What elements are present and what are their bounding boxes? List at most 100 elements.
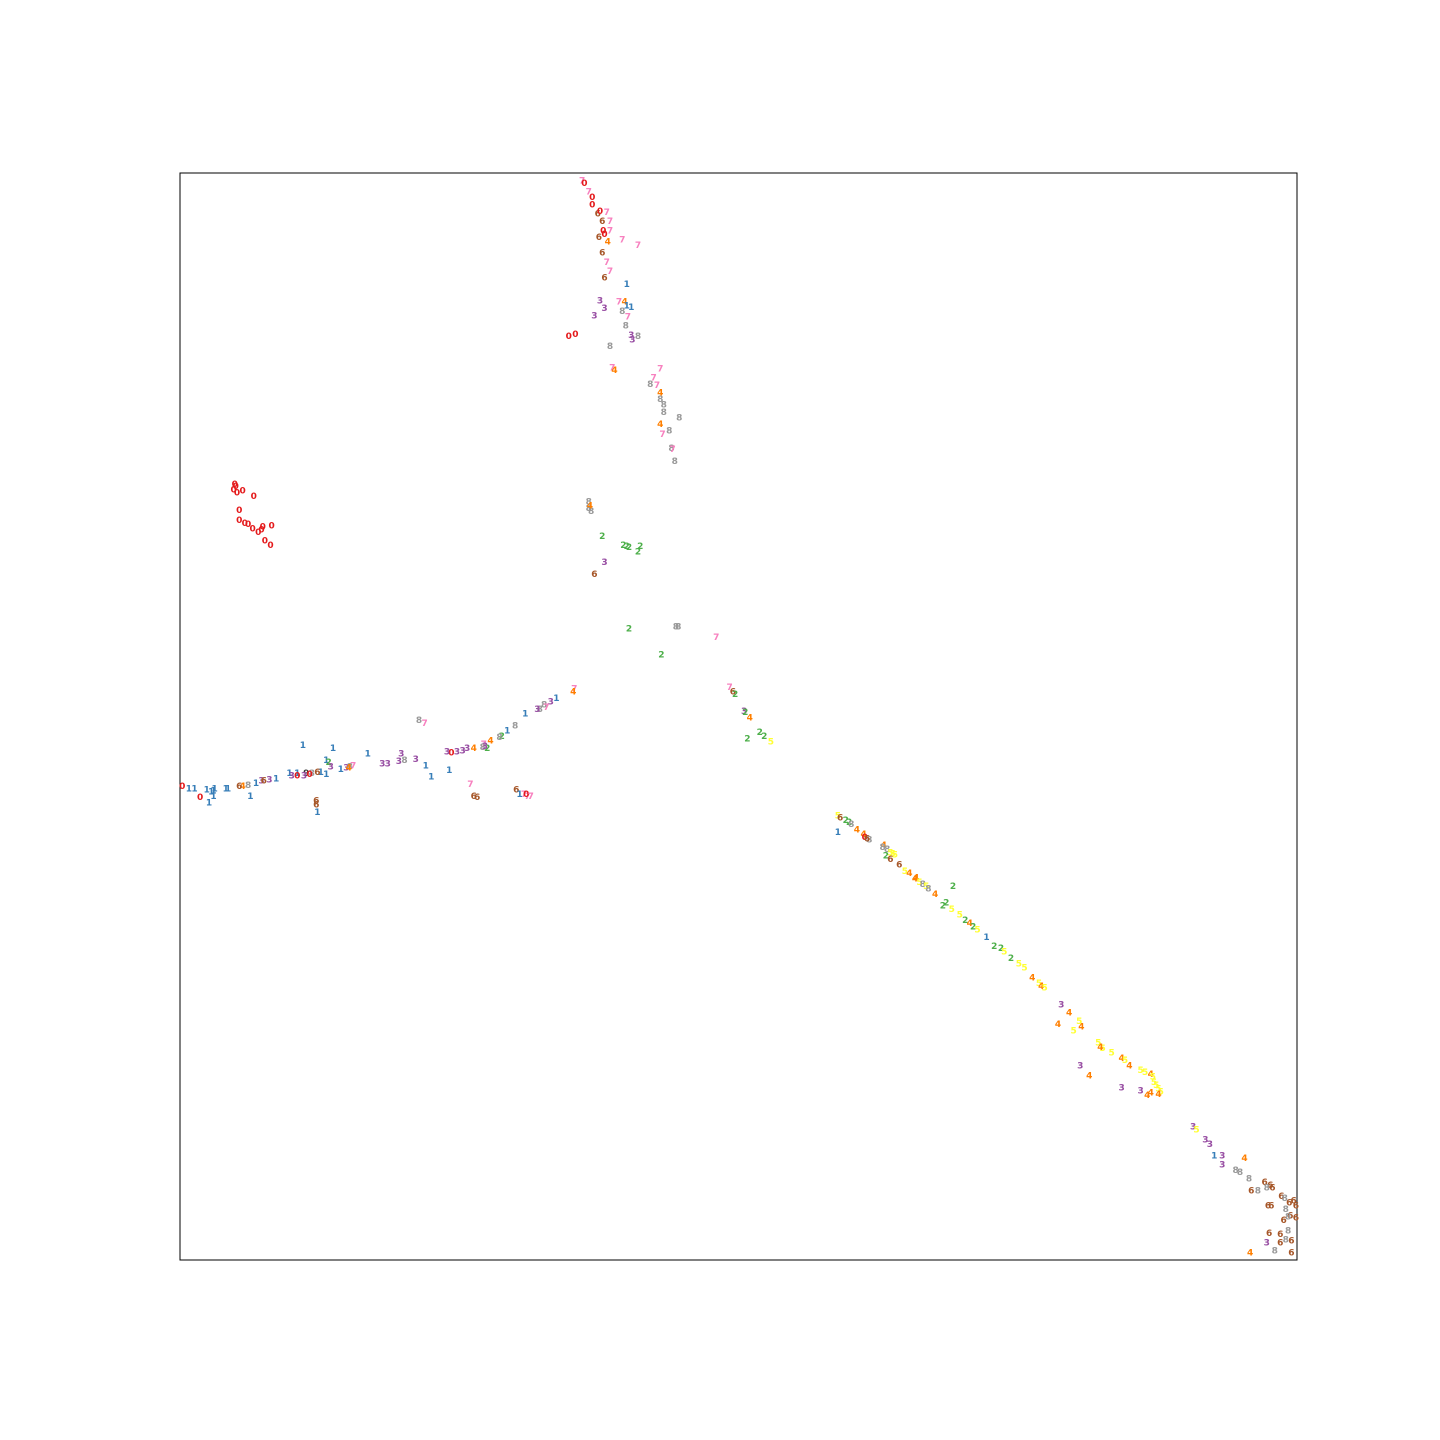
- point-label: 4: [570, 688, 576, 698]
- point-label: 0: [239, 487, 245, 497]
- point-label: 5: [1155, 1084, 1161, 1094]
- point-label: 2: [940, 902, 946, 912]
- point-label: 2: [991, 942, 997, 952]
- point-label: 4: [1118, 1054, 1124, 1064]
- point-label: 1: [423, 762, 429, 772]
- point-label: 8: [309, 769, 315, 779]
- point-label: 1: [247, 792, 253, 802]
- point-label: 2: [325, 758, 331, 768]
- point-label: 8: [541, 701, 547, 711]
- point-label: 6: [236, 782, 242, 792]
- point-label: 3: [258, 777, 264, 787]
- point-label: 2: [624, 542, 630, 552]
- point-label: 6: [1269, 1183, 1275, 1193]
- point-label: 9: [303, 769, 309, 779]
- point-label: 8: [619, 307, 625, 317]
- point-label: 4: [657, 389, 663, 399]
- point-label: 7: [586, 188, 592, 198]
- point-label: 7: [625, 313, 631, 323]
- point-label: 6: [474, 793, 480, 803]
- point-label: 2: [843, 816, 849, 826]
- point-label: 3: [1219, 1160, 1225, 1170]
- point-label: 8: [866, 835, 872, 845]
- point-label: 5: [1001, 947, 1007, 957]
- point-label: 1: [553, 694, 559, 704]
- point-label: 5: [957, 910, 963, 920]
- point-label: 3: [398, 750, 404, 760]
- point-label: 2: [744, 734, 750, 744]
- point-label: 0: [232, 480, 238, 490]
- point-label: 7: [350, 762, 356, 772]
- point-label: 8: [675, 622, 681, 632]
- point-label: 4: [860, 830, 866, 840]
- point-label: 3: [601, 304, 607, 314]
- point-label: 0: [600, 227, 606, 237]
- point-label: 6: [1267, 1181, 1273, 1191]
- point-label: 8: [586, 504, 592, 514]
- point-label: 4: [487, 737, 493, 747]
- point-label: 8: [512, 721, 518, 731]
- point-label: 4: [1029, 974, 1035, 984]
- point-label: 1: [330, 744, 336, 754]
- point-label: 1: [273, 775, 279, 785]
- point-label: 8: [1282, 1194, 1288, 1204]
- point-label: 3: [1137, 1087, 1143, 1097]
- point-label: 3: [266, 776, 272, 786]
- point-label: 5: [1021, 964, 1027, 974]
- point-label: 8: [245, 781, 251, 791]
- point-label: 8: [607, 342, 613, 352]
- point-label: 5: [949, 905, 955, 915]
- point-label: 7: [635, 241, 641, 251]
- point-label: 5: [892, 851, 898, 861]
- point-label: 2: [757, 728, 763, 738]
- point-label: 7: [654, 381, 660, 391]
- point-label: 3: [385, 759, 391, 769]
- point-label: 1: [1211, 1152, 1217, 1162]
- point-label: 6: [1266, 1229, 1272, 1239]
- point-label: 0: [255, 528, 261, 538]
- point-label: 7: [609, 364, 615, 374]
- point-label: 8: [586, 497, 592, 507]
- point-label: 3: [328, 763, 334, 773]
- point-label: 4: [881, 841, 887, 851]
- point-label: 3: [597, 296, 603, 306]
- point-label: 7: [467, 780, 473, 790]
- point-label: 8: [1232, 1166, 1238, 1176]
- point-label: 3: [289, 771, 295, 781]
- point-label: 5: [1153, 1081, 1159, 1091]
- point-label: 1: [428, 772, 434, 782]
- point-label: 2: [484, 744, 490, 754]
- point-label: 5: [1095, 1039, 1101, 1049]
- point-label: 0: [572, 330, 578, 340]
- point-label: 3: [464, 744, 470, 754]
- point-label: 4: [605, 238, 611, 248]
- point-label: 7: [604, 258, 610, 268]
- point-label: 8: [623, 321, 629, 331]
- point-label: 6: [1290, 1196, 1296, 1206]
- point-label: 3: [591, 312, 597, 322]
- point-label: 3: [1202, 1135, 1208, 1145]
- point-label: 7: [521, 790, 527, 800]
- point-label: 0: [233, 482, 239, 492]
- point-label: 4: [1155, 1090, 1161, 1100]
- point-label: 7: [650, 373, 656, 383]
- point-label: 8: [1255, 1187, 1261, 1197]
- point-label: 3: [379, 759, 385, 769]
- point-label: 4: [932, 890, 938, 900]
- point-label: 3: [1077, 1062, 1083, 1072]
- point-label: 1: [624, 302, 630, 312]
- point-label: 4: [657, 420, 663, 430]
- point-label: 0: [268, 521, 274, 531]
- point-label: 1: [294, 769, 300, 779]
- point-label: 4: [239, 782, 245, 792]
- point-label: 6: [471, 792, 477, 802]
- point-label: 5: [1158, 1088, 1164, 1098]
- point-label: 4: [913, 874, 919, 884]
- point-label: 6: [1265, 1202, 1271, 1212]
- point-label: 6: [1293, 1202, 1299, 1212]
- point-label: 5: [974, 926, 980, 936]
- point-label: 0: [234, 489, 240, 499]
- point-label: 5: [1108, 1049, 1114, 1059]
